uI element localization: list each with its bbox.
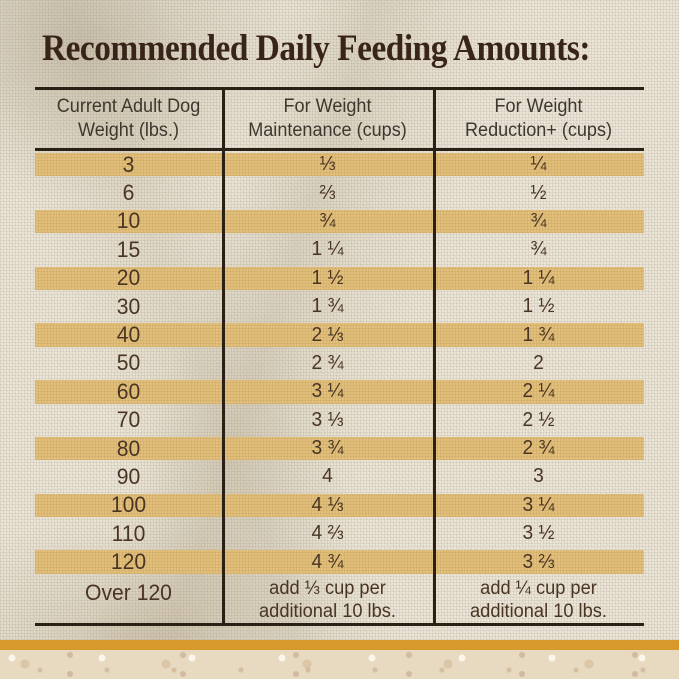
header-weight: Current Adult Dog Weight (lbs.) — [40, 90, 218, 148]
header-reduction: For Weight Reduction+ (cups) — [438, 90, 638, 148]
reduction-cell: ½ — [530, 181, 547, 204]
weight-cell: 3 — [122, 151, 135, 177]
stone-surface — [0, 650, 679, 679]
maintenance-cell: ¾ — [319, 209, 336, 232]
weight-cell: 30 — [116, 293, 141, 319]
weight-cell: 6 — [122, 180, 135, 206]
table-row: 100 4 ⅓ 3 ¼ — [35, 492, 644, 520]
over-maintenance-cell: add ⅓ cup per additional 10 lbs. — [259, 578, 396, 622]
over-weight-cell: Over 120 — [85, 580, 172, 605]
reduction-cell: 3 — [533, 465, 544, 488]
maintenance-cell: 4 ¾ — [311, 550, 344, 573]
header-maintenance: For Weight Maintenance (cups) — [227, 90, 427, 148]
over-reduction-cell: add ¼ cup per additional 10 lbs. — [470, 578, 607, 622]
table-row: 90 4 3 — [35, 463, 644, 491]
weight-cell: 80 — [116, 435, 141, 461]
reduction-cell: ¼ — [530, 153, 547, 176]
gold-accent-bar — [0, 640, 679, 650]
weight-cell: 10 — [116, 208, 141, 234]
maintenance-cell: 3 ¼ — [311, 380, 344, 403]
table-top-border — [35, 87, 644, 90]
reduction-cell: 1 ½ — [522, 295, 555, 318]
weight-cell: 70 — [116, 407, 141, 433]
weight-cell: 40 — [116, 322, 141, 348]
reduction-cell: 1 ¾ — [522, 323, 555, 346]
header-maintenance-line1: For Weight — [283, 96, 372, 117]
table-body: 3 ⅓ ¼ 6 ⅔ ½ 10 ¾ ¾ 15 1 ¼ ¾ 20 1 ½ — [35, 151, 644, 577]
weight-cell: 90 — [116, 464, 141, 489]
header-reduction-line1: For Weight — [494, 96, 583, 117]
weight-cell: 15 — [116, 236, 141, 262]
table-row: 120 4 ¾ 3 ⅔ — [35, 548, 644, 576]
maintenance-cell: 4 — [322, 465, 333, 488]
feeding-table: Current Adult Dog Weight (lbs.) For Weig… — [35, 87, 644, 626]
table-row: 15 1 ¼ ¾ — [35, 236, 644, 264]
weight-cell: 120 — [110, 549, 147, 575]
weight-cell: 100 — [110, 492, 147, 518]
page-title: Recommended Daily Feeding Amounts: — [42, 28, 591, 69]
reduction-cell: 2 — [533, 351, 544, 374]
weight-cell: 20 — [116, 265, 141, 291]
maintenance-cell: ⅓ — [319, 153, 336, 176]
table-row: 10 ¾ ¾ — [35, 208, 644, 236]
reduction-cell: 1 ¼ — [522, 266, 555, 289]
table-row: 30 1 ¾ 1 ½ — [35, 293, 644, 321]
reduction-cell: 3 ¼ — [522, 493, 555, 516]
maintenance-cell: 2 ⅓ — [311, 323, 344, 346]
table-row: 20 1 ½ 1 ¼ — [35, 265, 644, 293]
maintenance-cell: 3 ⅓ — [311, 408, 344, 431]
maintenance-cell: 2 ¾ — [311, 351, 344, 374]
table-row: 80 3 ¾ 2 ¾ — [35, 435, 644, 463]
table-row: 6 ⅔ ½ — [35, 179, 644, 207]
maintenance-cell: 3 ¾ — [311, 437, 344, 460]
table-row: 40 2 ⅓ 1 ¾ — [35, 321, 644, 349]
maintenance-cell: 1 ¼ — [311, 238, 344, 261]
reduction-cell: 3 ½ — [522, 522, 555, 545]
reduction-cell: 2 ½ — [522, 408, 555, 431]
header-underline — [35, 148, 644, 151]
maintenance-cell: 1 ¾ — [311, 295, 344, 318]
maintenance-cell: 4 ⅔ — [311, 522, 344, 545]
maintenance-cell: 1 ½ — [311, 266, 344, 289]
weight-cell: 60 — [116, 378, 141, 404]
header-reduction-line2: Reduction+ (cups) — [465, 120, 612, 141]
reduction-cell: 3 ⅔ — [522, 550, 555, 573]
header-maintenance-line2: Maintenance (cups) — [248, 120, 407, 141]
reduction-cell: ¾ — [530, 209, 547, 232]
weight-cell: 50 — [116, 350, 141, 376]
table-footer-row: Over 120 add ⅓ cup per additional 10 lbs… — [35, 577, 644, 623]
table-row: 3 ⅓ ¼ — [35, 151, 644, 179]
header-weight-line1: Current Adult Dog — [56, 96, 201, 117]
table-row: 50 2 ¾ 2 — [35, 350, 644, 378]
table-row: 60 3 ¼ 2 ¼ — [35, 378, 644, 406]
table-bottom-border — [35, 623, 644, 626]
weight-cell: 110 — [111, 520, 146, 546]
table-header-row: Current Adult Dog Weight (lbs.) For Weig… — [35, 90, 644, 148]
maintenance-cell: 4 ⅓ — [311, 493, 344, 516]
column-divider-1 — [222, 87, 225, 626]
header-weight-line2: Weight (lbs.) — [78, 120, 179, 141]
table-row: 110 4 ⅔ 3 ½ — [35, 520, 644, 548]
reduction-cell: ¾ — [530, 238, 547, 261]
table-row: 70 3 ⅓ 2 ½ — [35, 407, 644, 435]
reduction-cell: 2 ¾ — [522, 437, 555, 460]
reduction-cell: 2 ¼ — [522, 380, 555, 403]
column-divider-2 — [433, 87, 436, 626]
maintenance-cell: ⅔ — [319, 181, 336, 204]
